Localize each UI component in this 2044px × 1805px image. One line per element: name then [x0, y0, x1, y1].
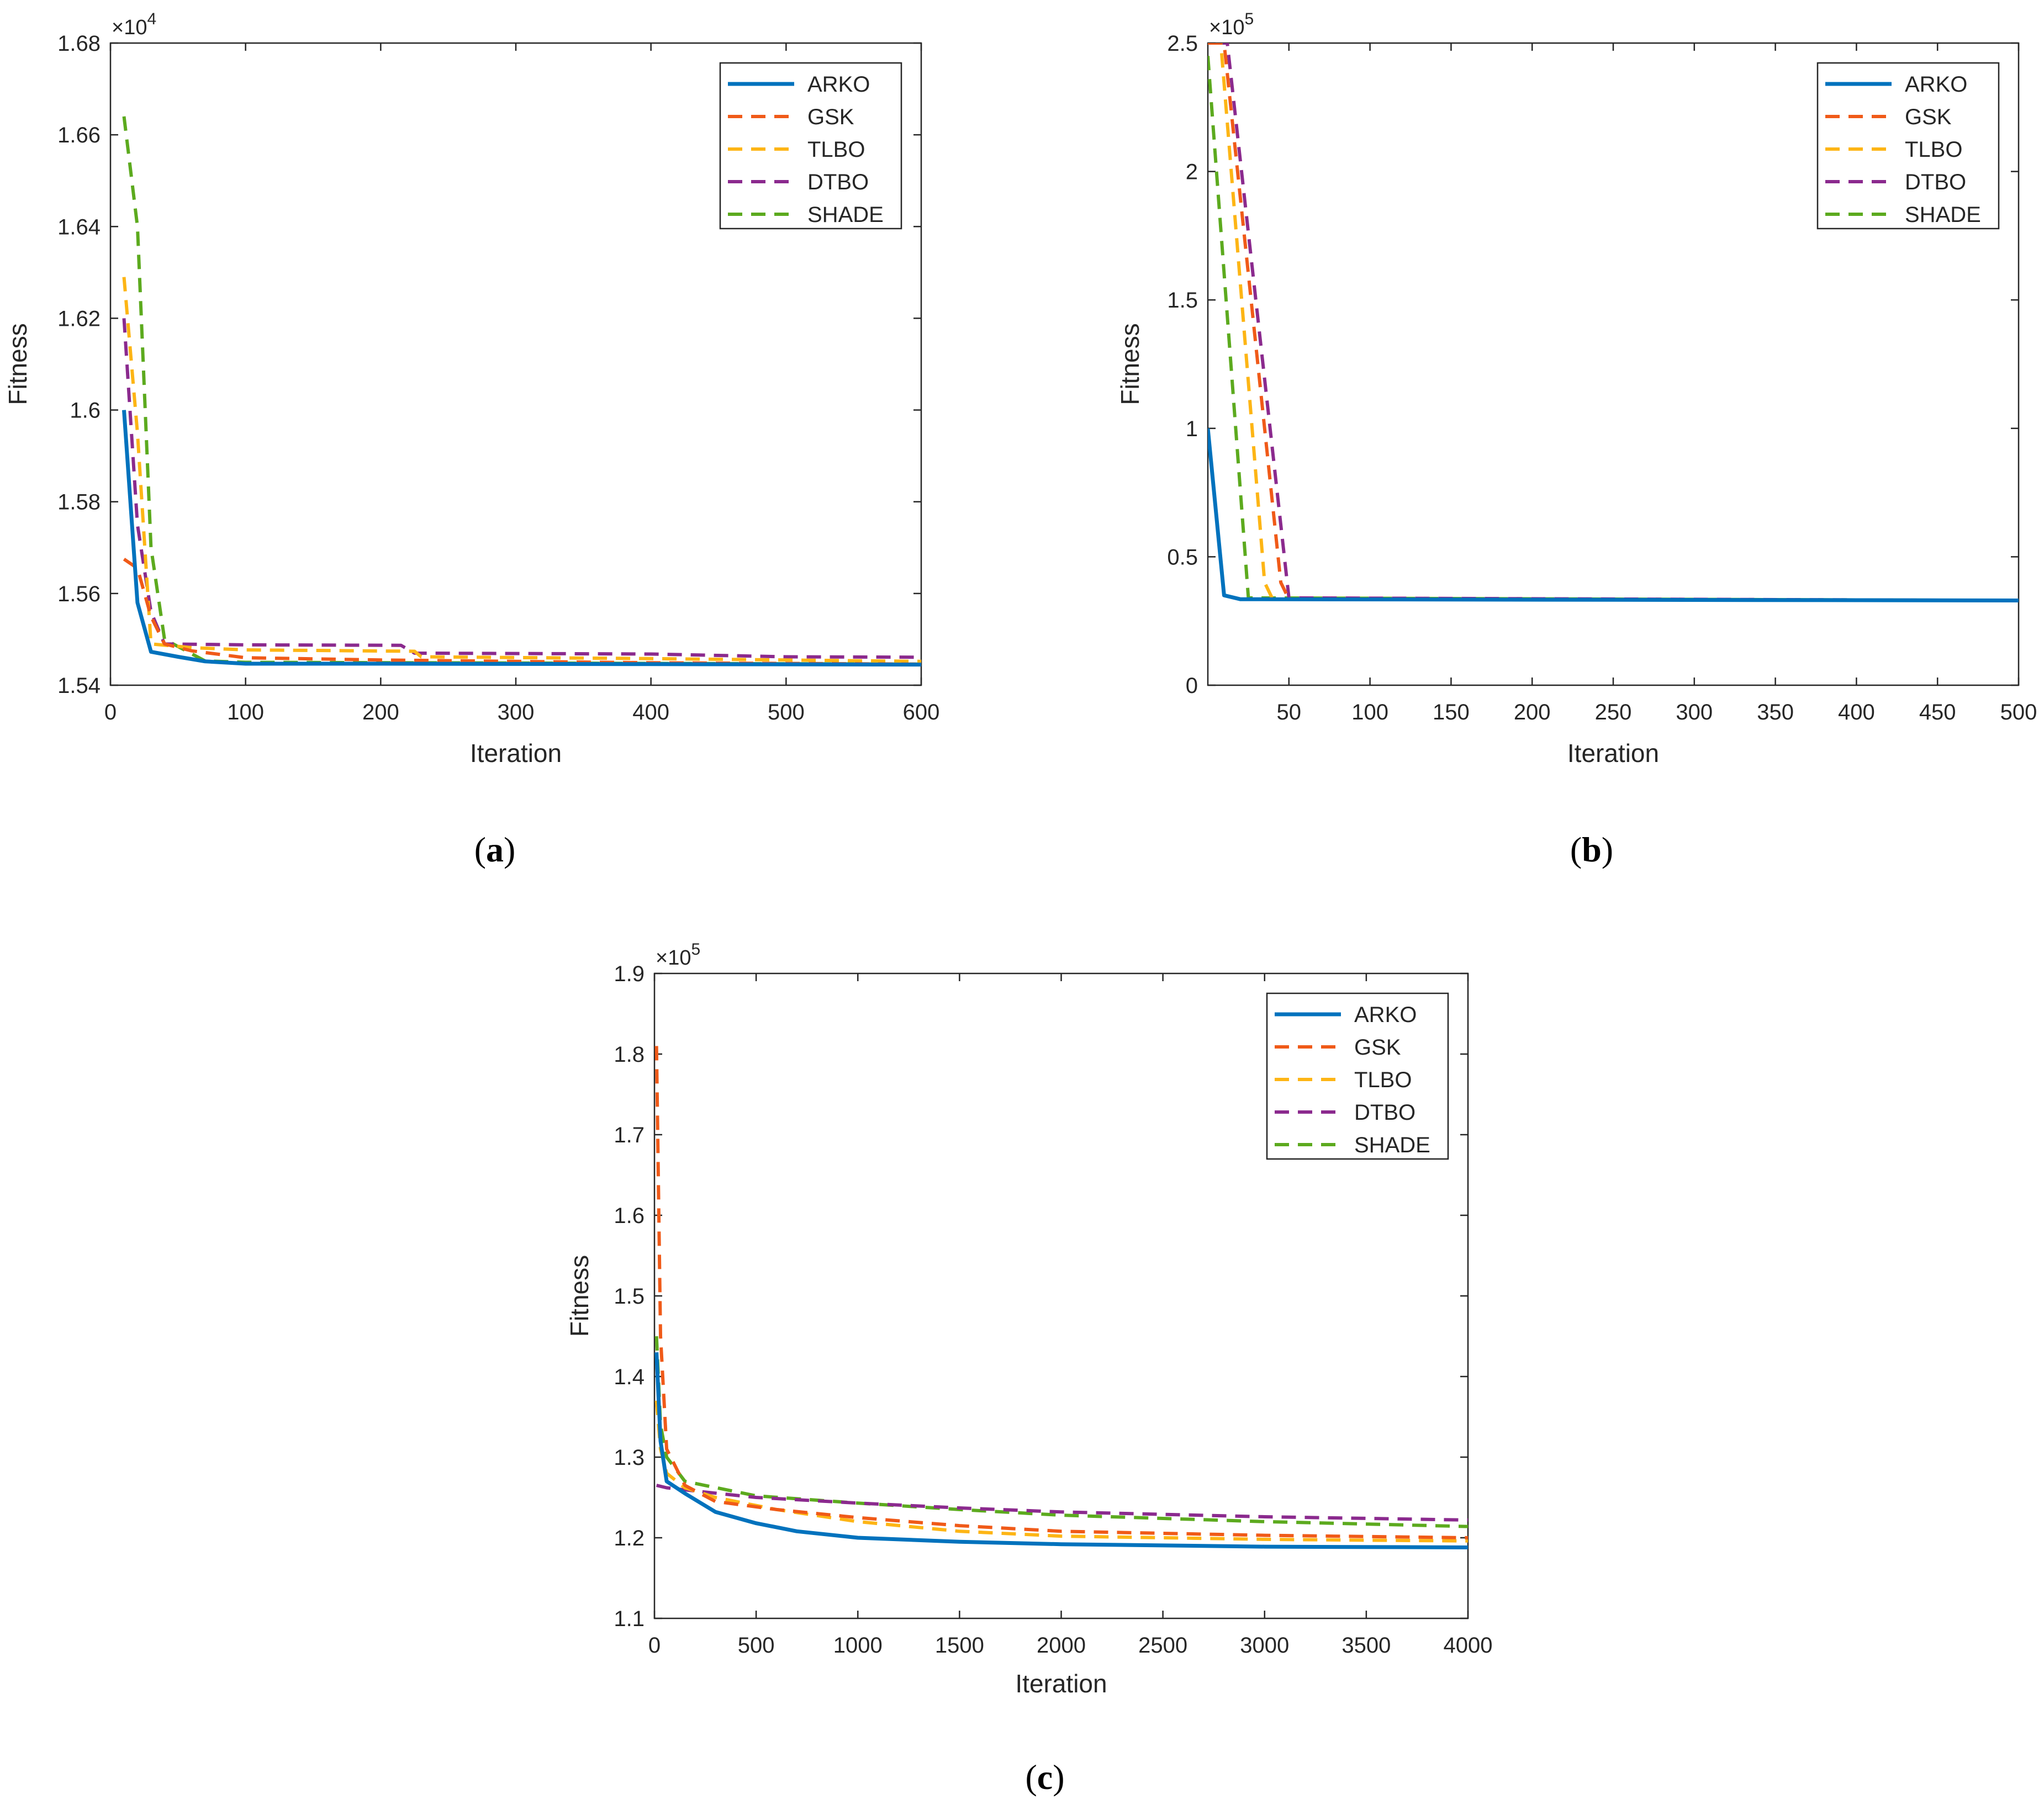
legend-label-dtbo: DTBO — [1354, 1100, 1416, 1125]
panel-caption-c: (c) — [1025, 1758, 1064, 1797]
legend-label-dtbo: DTBO — [1905, 170, 1966, 194]
exponent-label: ×105 — [656, 940, 700, 970]
legend-label-shade: SHADE — [807, 203, 884, 227]
x-tick-label: 400 — [632, 700, 669, 724]
legend-label-tlbo: TLBO — [1905, 137, 1962, 162]
x-tick-label: 300 — [1676, 700, 1713, 724]
y-tick-label: 1.7 — [614, 1123, 645, 1147]
legend: ARKO GSK TLBO DTBO SHADE — [1816, 62, 2000, 230]
series-line-dtbo — [122, 318, 921, 659]
legend-label-gsk: GSK — [1354, 1035, 1401, 1060]
x-tick-label: 250 — [1595, 700, 1632, 724]
series-line-arko — [654, 1352, 1468, 1549]
y-tick-label: 1.68 — [57, 31, 101, 56]
x-tick-label: 200 — [1514, 700, 1551, 724]
y-tick-label: 1.3 — [614, 1446, 645, 1470]
legend-label-shade: SHADE — [1905, 203, 1981, 227]
x-tick-label: 500 — [2000, 700, 2037, 724]
panel-caption-b: (b) — [1570, 830, 1613, 869]
y-tick-label: 1.58 — [57, 490, 101, 515]
x-tick-label: 3000 — [1240, 1633, 1289, 1658]
legend-label-dtbo: DTBO — [807, 170, 869, 194]
x-axis-label: Iteration — [470, 739, 562, 767]
x-tick-label: 300 — [498, 700, 535, 724]
x-tick-label: 0 — [648, 1633, 661, 1658]
series-line-shade — [654, 1336, 1468, 1528]
series-line-gsk — [123, 558, 921, 666]
exponent-label: ×105 — [1209, 10, 1254, 39]
y-axis-label: Fitness — [3, 323, 32, 405]
legend-label-shade: SHADE — [1354, 1133, 1430, 1157]
series-line-tlbo — [122, 277, 921, 663]
x-axis-label: Iteration — [1567, 739, 1659, 767]
y-tick-label: 1.56 — [57, 582, 101, 606]
legend-label-arko: ARKO — [1905, 72, 1967, 97]
y-axis-label: Fitness — [565, 1255, 594, 1337]
y-tick-label: 0.5 — [1167, 545, 1198, 569]
y-tick-label: 1.1 — [614, 1607, 645, 1631]
series-line-arko — [1208, 428, 2019, 602]
legend-label-arko: ARKO — [807, 72, 870, 97]
series-line-arko — [122, 410, 921, 667]
y-tick-label: 1.64 — [57, 215, 101, 239]
x-tick-label: 1500 — [935, 1633, 984, 1658]
y-tick-label: 1.62 — [57, 306, 101, 331]
legend-label-gsk: GSK — [1905, 105, 1952, 129]
x-tick-label: 3500 — [1341, 1633, 1391, 1658]
x-tick-label: 4000 — [1444, 1633, 1493, 1658]
y-axis-label: Fitness — [1116, 323, 1144, 405]
legend-label-gsk: GSK — [807, 105, 854, 129]
y-tick-label: 2.5 — [1167, 31, 1198, 56]
y-tick-label: 1.8 — [614, 1042, 645, 1067]
y-tick-label: 1.5 — [1167, 288, 1198, 313]
x-tick-label: 350 — [1757, 700, 1794, 724]
legend-label-tlbo: TLBO — [1354, 1068, 1412, 1092]
panel-caption-a: (a) — [474, 830, 516, 869]
y-tick-label: 1.2 — [614, 1526, 645, 1550]
y-tick-label: 1.54 — [57, 674, 101, 698]
legend-box — [719, 62, 902, 230]
chart-panel-a: 0 100 200 300 400 500 600 1.54 1.56 1.58 1.6 1.62 1.… — [3, 10, 939, 869]
x-tick-label: 2000 — [1037, 1633, 1086, 1658]
y-tick-label: 1.6 — [614, 1204, 645, 1228]
y-tick-label: 1 — [1186, 417, 1198, 441]
x-tick-label: 0 — [104, 700, 117, 724]
y-tick-label: 1.5 — [614, 1284, 645, 1309]
y-tick-label: 1.66 — [57, 123, 101, 147]
chart-panel-b: 50 100 150 200 250 300 350 400 450 500 0 0.5 1 1.5 2 2.… — [1116, 10, 2037, 869]
series-line-gsk — [654, 1046, 1468, 1539]
x-tick-label: 400 — [1838, 700, 1875, 724]
legend-box — [1266, 992, 1449, 1160]
y-tick-label: 2 — [1186, 160, 1198, 184]
x-tick-label: 100 — [227, 700, 264, 724]
series-group — [122, 116, 921, 667]
y-tick-label: 1.4 — [614, 1365, 645, 1389]
x-tick-label: 2500 — [1138, 1633, 1187, 1658]
x-tick-label: 200 — [362, 700, 399, 724]
exponent-label: ×104 — [112, 10, 156, 39]
legend: ARKO GSK TLBO DTBO SHADE — [719, 62, 902, 230]
legend-label-arko: ARKO — [1354, 1003, 1417, 1027]
y-tick-label: 0 — [1186, 674, 1198, 698]
legend-label-tlbo: TLBO — [807, 137, 865, 162]
x-tick-label: 450 — [1919, 700, 1956, 724]
x-tick-label: 150 — [1433, 700, 1470, 724]
x-tick-label: 600 — [903, 700, 940, 724]
x-tick-label: 50 — [1277, 700, 1302, 724]
x-axis-label: Iteration — [1015, 1669, 1107, 1698]
x-tick-label: 1000 — [833, 1633, 883, 1658]
series-line-dtbo — [656, 1484, 1468, 1522]
x-tick-label: 100 — [1351, 700, 1388, 724]
y-tick-label: 1.9 — [614, 962, 645, 986]
series-group — [654, 1046, 1468, 1549]
x-tick-label: 500 — [738, 1633, 775, 1658]
y-tick-label: 1.6 — [70, 399, 101, 423]
series-group — [1208, 43, 2019, 602]
chart-panel-c: 0 500 1000 1500 2000 2500 3000 3500 4000 1.1 1.2 1.… — [565, 940, 1492, 1797]
x-tick-label: 500 — [768, 700, 805, 724]
legend-box — [1816, 62, 2000, 230]
legend: ARKO GSK TLBO DTBO SHADE — [1266, 992, 1449, 1160]
